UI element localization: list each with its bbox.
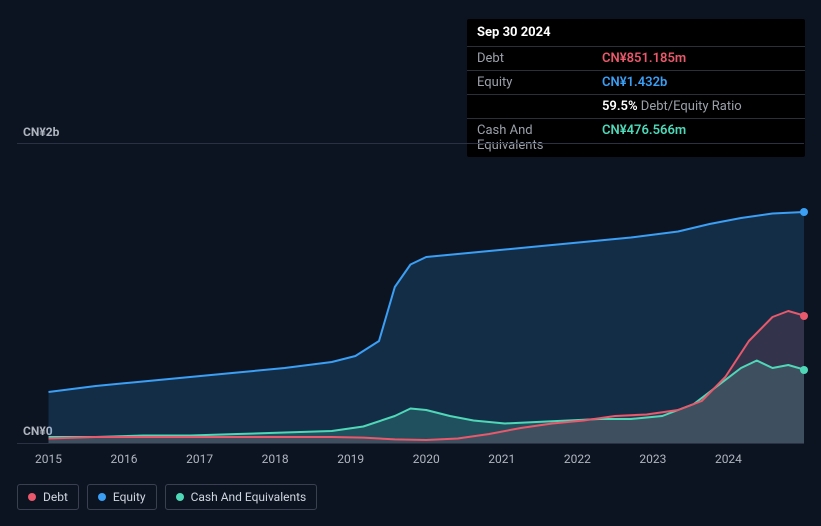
tooltip: Sep 30 2024DebtCN¥851.185mEquityCN¥1.432…: [467, 19, 805, 157]
legend-item-debt[interactable]: Debt: [17, 484, 79, 510]
x-axis-tick: 2023: [639, 452, 666, 466]
x-axis-tick: 2018: [262, 452, 289, 466]
legend: Debt Equity Cash And Equivalents: [17, 484, 317, 510]
series-end-dot: [800, 208, 808, 216]
legend-label: Debt: [43, 490, 68, 504]
x-axis-tick: 2015: [35, 452, 62, 466]
tooltip-row: EquityCN¥1.432b: [467, 70, 805, 94]
legend-dot-icon: [98, 493, 106, 501]
gridline: [17, 443, 804, 444]
chart-svg: [17, 143, 804, 443]
chart-area: [17, 143, 804, 443]
x-axis-tick: 2020: [413, 452, 440, 466]
legend-item-equity[interactable]: Equity: [87, 484, 157, 510]
tooltip-row: DebtCN¥851.185m: [467, 46, 805, 70]
legend-label: Cash And Equivalents: [191, 490, 307, 504]
tooltip-value: CN¥1.432b: [602, 75, 667, 90]
legend-item-cash-and-equivalents[interactable]: Cash And Equivalents: [165, 484, 318, 510]
x-axis-tick: 2021: [488, 452, 515, 466]
series-end-dot: [800, 366, 808, 374]
series-end-dot: [800, 312, 808, 320]
x-axis-tick: 2024: [715, 452, 742, 466]
tooltip-label: Equity: [477, 75, 602, 90]
y-axis-label: CN¥2b: [23, 125, 59, 139]
tooltip-date: Sep 30 2024: [467, 19, 805, 46]
legend-dot-icon: [176, 493, 184, 501]
x-axis-tick: 2019: [337, 452, 364, 466]
tooltip-label: Debt: [477, 51, 602, 66]
x-axis-tick: 2022: [564, 452, 591, 466]
x-axis-tick: 2017: [186, 452, 213, 466]
legend-dot-icon: [28, 493, 36, 501]
x-axis-tick: 2016: [111, 452, 138, 466]
tooltip-value: CN¥851.185m: [602, 51, 686, 66]
tooltip-label: [477, 99, 602, 114]
tooltip-row: 59.5% Debt/Equity Ratio: [467, 94, 805, 118]
legend-label: Equity: [113, 490, 146, 504]
tooltip-value: 59.5% Debt/Equity Ratio: [602, 99, 742, 114]
